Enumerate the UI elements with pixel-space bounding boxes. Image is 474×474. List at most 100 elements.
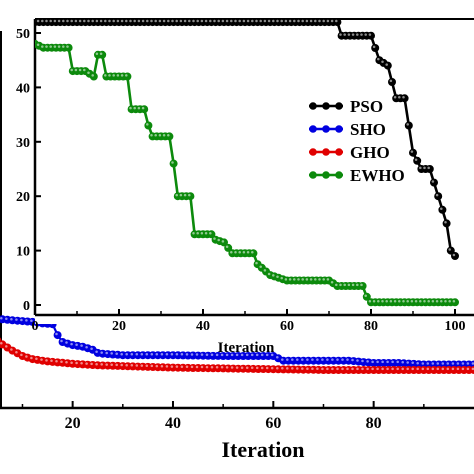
inset-point-highlight — [221, 240, 225, 243]
inset-point-highlight — [314, 278, 317, 281]
inset-point-highlight — [171, 161, 174, 164]
main-point-highlight — [421, 367, 425, 371]
inset-point-highlight — [414, 299, 418, 303]
inset-point-highlight — [398, 299, 401, 303]
main-point-highlight — [120, 352, 123, 356]
inset-point-highlight — [70, 19, 73, 23]
inset-point-highlight — [259, 265, 262, 268]
inset-point-highlight — [45, 45, 48, 48]
main-x-tick-label: 60 — [265, 415, 281, 432]
main-point-highlight — [436, 367, 440, 371]
inset-point-highlight — [377, 57, 380, 61]
inset-point-highlight — [150, 19, 153, 23]
inset-point-highlight — [167, 134, 170, 137]
inset-point-highlight — [272, 19, 275, 23]
main-point-highlight — [140, 364, 144, 367]
inset-point-ewho — [165, 132, 174, 141]
inset-point-highlight — [188, 193, 191, 197]
main-point-highlight — [296, 358, 299, 361]
main-point-highlight — [396, 360, 399, 364]
legend-marker — [322, 102, 330, 110]
inset-point-highlight — [393, 299, 397, 303]
main-point-highlight — [286, 358, 289, 361]
inset-point-highlight — [356, 283, 359, 287]
main-point-highlight — [130, 364, 134, 367]
main-point-highlight — [10, 348, 13, 351]
main-point-highlight — [431, 367, 435, 371]
inset-point-highlight — [419, 299, 422, 303]
inset-point-highlight — [120, 19, 124, 23]
inset-point-highlight — [133, 19, 136, 23]
main-point-highlight — [195, 365, 199, 369]
legend-marker — [309, 148, 317, 156]
main-point-highlight — [351, 367, 354, 371]
main-point-highlight — [461, 362, 465, 365]
inset-point-highlight — [57, 45, 61, 48]
main-point-highlight — [220, 366, 224, 369]
main-point-highlight — [401, 360, 404, 364]
inset-point-highlight — [347, 283, 351, 287]
main-point-highlight — [215, 353, 219, 357]
inset-point-highlight — [347, 33, 351, 36]
main-point-highlight — [150, 352, 154, 356]
main-point-highlight — [190, 365, 194, 369]
inset-series-ewho — [35, 39, 459, 307]
inset-point-highlight — [402, 95, 405, 99]
main-point-highlight — [321, 358, 324, 361]
main-point-highlight — [311, 367, 314, 370]
main-point-highlight — [60, 360, 63, 364]
main-point-highlight — [466, 362, 470, 365]
inset-point-highlight — [360, 33, 363, 36]
legend-item-gho: GHO — [309, 143, 390, 162]
legend-marker — [322, 125, 330, 133]
main-point-highlight — [210, 353, 214, 357]
inset-point-highlight — [305, 278, 309, 281]
inset-point-highlight — [36, 43, 40, 46]
inset-point-pso — [404, 121, 413, 130]
inset-point-highlight — [414, 158, 418, 162]
main-point-highlight — [150, 364, 154, 368]
inset-point-highlight — [209, 19, 212, 23]
inset-point-highlight — [293, 19, 296, 23]
inset-point-highlight — [192, 231, 195, 235]
inset-x-tick-label: 20 — [112, 319, 126, 334]
main-point-highlight — [50, 359, 53, 363]
inset-point-highlight — [133, 106, 136, 110]
main-point-highlight — [326, 358, 329, 361]
inset-point-highlight — [448, 248, 451, 251]
inset-point-highlight — [356, 33, 359, 36]
inset-point-highlight — [209, 231, 212, 235]
legend-marker — [335, 148, 343, 156]
main-point-highlight — [195, 353, 199, 356]
inset-point-highlight — [137, 106, 141, 110]
inset-point-highlight — [74, 68, 78, 72]
inset-point-highlight — [435, 299, 439, 303]
main-point-highlight — [230, 366, 234, 369]
inset-point-highlight — [116, 19, 120, 23]
inset-point-highlight — [146, 19, 149, 23]
main-point-highlight — [90, 362, 93, 366]
inset-point-highlight — [36, 19, 40, 23]
inset-point-highlight — [297, 278, 300, 281]
inset-point-highlight — [112, 19, 115, 23]
inset-point-highlight — [419, 166, 422, 170]
legend-label: SHO — [350, 120, 386, 139]
main-point-highlight — [301, 358, 304, 361]
main-point-highlight — [471, 367, 474, 371]
inset-point-highlight — [179, 193, 183, 197]
inset-point-pso — [413, 156, 422, 165]
inset-point-highlight — [255, 261, 258, 265]
inset-point-highlight — [431, 299, 435, 303]
inset-y-tick-label: 50 — [16, 27, 30, 42]
inset-point-highlight — [116, 74, 120, 77]
main-point-highlight — [265, 366, 269, 370]
inset-y-tick-label: 0 — [23, 299, 30, 314]
main-point-highlight — [371, 360, 374, 364]
inset-point-highlight — [406, 123, 409, 126]
inset-point-highlight — [389, 79, 393, 83]
inset-point-highlight — [410, 150, 414, 153]
inset-point-highlight — [49, 19, 52, 23]
inset-point-highlight — [154, 19, 157, 23]
main-point-highlight — [110, 363, 113, 366]
main-point-highlight — [205, 353, 209, 356]
